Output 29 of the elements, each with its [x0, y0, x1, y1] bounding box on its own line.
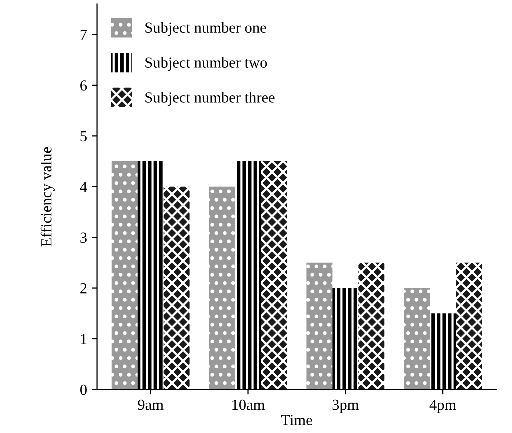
y-tick-label: 1: [81, 334, 87, 344]
y-tick-label: 7: [80, 30, 88, 40]
legend-label: Subject number two: [146, 57, 268, 72]
x-tick-label: 9am: [138, 400, 164, 410]
bar: [404, 288, 430, 390]
legend-label: Subject number three: [146, 92, 275, 106]
y-tick-label: 5: [80, 131, 87, 142]
legend-label: Subject number one: [146, 22, 266, 36]
bar: [306, 262, 333, 390]
x-tick-label: 4pm: [430, 400, 456, 414]
bar: [332, 288, 359, 390]
bar: [209, 186, 236, 390]
y-tick-label: 6: [80, 80, 88, 91]
y-tick-label: 4: [80, 182, 88, 192]
y-axis-title: Efficiency value: [40, 147, 55, 247]
y-tick-label: 0: [80, 384, 87, 396]
bar: [261, 162, 288, 390]
x-axis-title: Time: [281, 415, 312, 426]
bar: [430, 314, 456, 390]
x-tick-label: 3pm: [332, 400, 360, 414]
bar: [358, 262, 385, 390]
y-tick-label: 2: [80, 283, 87, 294]
y-tick-label: 3: [80, 232, 87, 244]
x-tick-label: 10am: [232, 400, 265, 410]
bar: [164, 186, 190, 390]
bar: [456, 262, 482, 390]
bar: [138, 162, 164, 390]
bar: [112, 162, 138, 390]
bar: [235, 162, 262, 390]
